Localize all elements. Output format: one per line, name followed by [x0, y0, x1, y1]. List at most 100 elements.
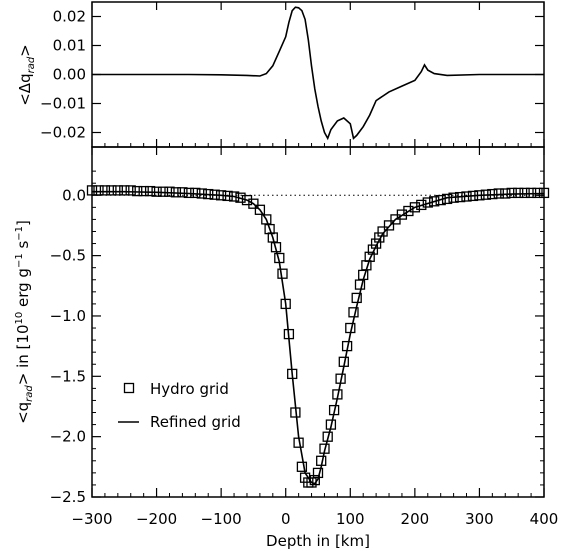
- top-y-tick-label: 0.00: [53, 66, 86, 84]
- hydro-grid-point: [374, 232, 385, 243]
- hydro-grid-point: [196, 188, 207, 199]
- hydro-grid-point: [290, 407, 301, 418]
- hydro-grid-point: [506, 187, 517, 199]
- legend-label-hydro-grid: Hydro grid: [150, 380, 229, 398]
- hydro-grid-point: [367, 244, 379, 255]
- hydro-grid-point: [448, 192, 459, 203]
- bottom-panel: 0.0 −0.5 −1.0 −1.5 −2.0 −2.5 −300 −200 −100 0 100…: [14, 146, 558, 550]
- x-axis-label: Depth in [km]: [266, 532, 370, 550]
- hydro-grid-point: [335, 373, 346, 384]
- hydro-grid-point: [222, 190, 233, 202]
- legend: Hydro grid Refined grid: [118, 380, 241, 431]
- hydro-grid-point: [274, 252, 285, 264]
- hydro-grid-point: [254, 204, 266, 215]
- hydro-grid-point: [377, 226, 388, 237]
- hydro-grid-point: [319, 443, 330, 454]
- hydro-grid-point: [403, 205, 414, 217]
- bottom-x-ticks: −300 −200 −100 0 100 200 300 400: [71, 147, 558, 528]
- x-tick-label: 0: [281, 510, 291, 528]
- hydro-grid-point: [93, 185, 104, 196]
- top-y-tick-label: 0.01: [53, 37, 86, 55]
- hydro-grid-point: [354, 279, 366, 290]
- hydro-grid-point: [112, 185, 123, 196]
- x-tick-label: 200: [401, 510, 430, 528]
- hydro-grid-point: [500, 188, 511, 199]
- hydro-grid-point: [454, 191, 466, 203]
- hydro-grid-point: [228, 191, 240, 202]
- hydro-grid-point: [296, 461, 308, 472]
- hydro-grid-point: [119, 185, 130, 196]
- hydro-grid-point: [209, 189, 220, 200]
- hydro-grid-point: [341, 340, 353, 352]
- hydro-grid-point: [348, 307, 359, 318]
- hydro-grid-point: [293, 437, 304, 448]
- hydro-grid-point: [203, 188, 214, 200]
- hydro-grid-point: [525, 187, 537, 199]
- bottom-y-tick-label: −0.5: [50, 247, 86, 265]
- hydro-grid-point: [312, 467, 324, 479]
- top-series: [92, 6, 544, 141]
- hydro-grid-point: [287, 368, 298, 380]
- hydro-grid-point: [177, 187, 188, 198]
- hydro-grid-point: [345, 322, 356, 334]
- delta-q-line: [92, 6, 544, 141]
- hydro-grid-point: [461, 191, 472, 202]
- hydro-grid-point: [538, 187, 550, 199]
- hydro-grid-point: [164, 186, 175, 197]
- hydro-grid-point: [283, 328, 295, 340]
- top-y-tick-label: 0.02: [53, 8, 86, 26]
- hydro-grid-point: [513, 187, 524, 199]
- hydro-grid-point: [190, 187, 201, 199]
- hydro-grid-point: [316, 455, 327, 466]
- bottom-y-tick-label: 0.0: [62, 186, 86, 204]
- hydro-grid-point: [138, 185, 149, 197]
- hydro-grid-point: [99, 185, 111, 196]
- hydro-grid-point: [215, 190, 227, 201]
- hydro-grid-point: [106, 185, 117, 196]
- hydro-grid-point: [170, 187, 182, 198]
- x-tick-label: −300: [71, 510, 112, 528]
- hydro-grid-point: [125, 185, 136, 196]
- hydro-grid-point: [364, 251, 375, 262]
- bottom-y-ticks: 0.0 −0.5 −1.0 −1.5 −2.0 −2.5: [50, 170, 544, 506]
- hydro-grid-point: [248, 198, 259, 209]
- bottom-panel-frame: [91, 146, 545, 498]
- hydro-grid-point: [322, 431, 333, 442]
- hydro-grid-point: [332, 389, 343, 400]
- hydro-grid-point: [409, 202, 421, 213]
- hydro-grid-point: [157, 186, 169, 197]
- hydro-grid-point: [422, 197, 433, 208]
- hydro-grid-point: [435, 194, 446, 206]
- refined-grid-line: [92, 190, 545, 485]
- legend-label-refined-grid: Refined grid: [150, 413, 241, 431]
- hydro-grid-point: [144, 185, 156, 197]
- x-tick-label: 400: [530, 510, 559, 528]
- hydro-grid-point: [416, 199, 427, 211]
- hydro-grid-point: [309, 474, 320, 486]
- top-y-axis-label: <Δqrad>: [16, 44, 37, 106]
- bottom-y-tick-label: −2.5: [50, 488, 86, 506]
- bottom-y-axis-label: <qrad> in [1010 erg g−1 s−1]: [14, 220, 35, 424]
- hydro-grid-point: [383, 220, 395, 231]
- hydro-grid-point: [487, 188, 498, 200]
- bottom-y-tick-label: −1.0: [50, 307, 86, 325]
- hydro-grid-point: [270, 242, 282, 253]
- hydro-grid-point: [441, 193, 453, 205]
- bottom-y-tick-label: −2.0: [50, 428, 86, 446]
- hydro-grid-point: [151, 186, 162, 197]
- hydro-grid-point: [338, 356, 349, 367]
- hydro-grid-point: [480, 189, 492, 200]
- x-tick-label: 100: [336, 510, 365, 528]
- hydro-grid-point: [132, 185, 143, 197]
- hydro-grid-point: [474, 190, 485, 201]
- hydro-grid-point: [183, 187, 195, 199]
- hydro-grid-point: [429, 196, 440, 207]
- hydro-grid-point: [277, 268, 288, 279]
- top-y-tick-label: −0.02: [40, 124, 86, 142]
- hydro-grid-point: [519, 187, 530, 199]
- x-tick-label: −200: [136, 510, 177, 528]
- hydro-grid-point: [532, 187, 543, 199]
- top-y-tick-label: −0.01: [40, 95, 86, 113]
- top-y-ticks: 0.02 0.01 0.00 −0.01 −0.02: [40, 8, 544, 142]
